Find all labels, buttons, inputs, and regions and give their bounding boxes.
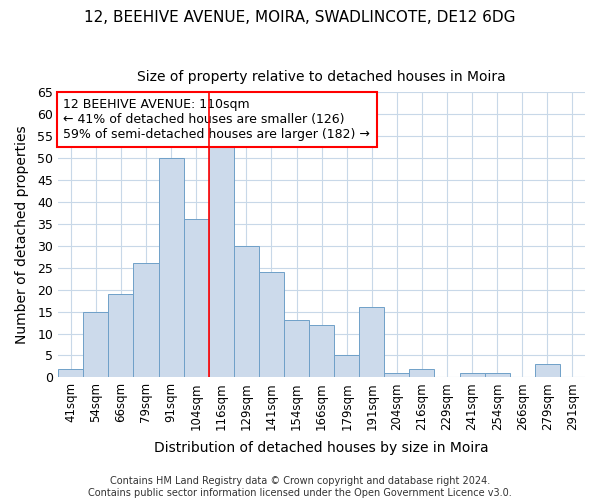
Title: Size of property relative to detached houses in Moira: Size of property relative to detached ho… xyxy=(137,70,506,84)
X-axis label: Distribution of detached houses by size in Moira: Distribution of detached houses by size … xyxy=(154,441,489,455)
Bar xyxy=(234,246,259,378)
Text: Contains HM Land Registry data © Crown copyright and database right 2024.
Contai: Contains HM Land Registry data © Crown c… xyxy=(88,476,512,498)
Text: 12 BEEHIVE AVENUE: 110sqm
← 41% of detached houses are smaller (126)
59% of semi: 12 BEEHIVE AVENUE: 110sqm ← 41% of detac… xyxy=(64,98,370,141)
Bar xyxy=(535,364,560,378)
Bar xyxy=(334,356,359,378)
Bar xyxy=(359,307,385,378)
Bar xyxy=(109,294,133,378)
Text: 12, BEEHIVE AVENUE, MOIRA, SWADLINCOTE, DE12 6DG: 12, BEEHIVE AVENUE, MOIRA, SWADLINCOTE, … xyxy=(84,10,516,25)
Bar xyxy=(409,368,434,378)
Bar xyxy=(460,373,485,378)
Bar xyxy=(309,324,334,378)
Bar xyxy=(58,368,83,378)
Bar xyxy=(259,272,284,378)
Bar xyxy=(385,373,409,378)
Y-axis label: Number of detached properties: Number of detached properties xyxy=(15,126,29,344)
Bar xyxy=(184,220,209,378)
Bar xyxy=(83,312,109,378)
Bar xyxy=(133,264,158,378)
Bar xyxy=(209,145,234,378)
Bar xyxy=(158,158,184,378)
Bar xyxy=(485,373,510,378)
Bar xyxy=(284,320,309,378)
